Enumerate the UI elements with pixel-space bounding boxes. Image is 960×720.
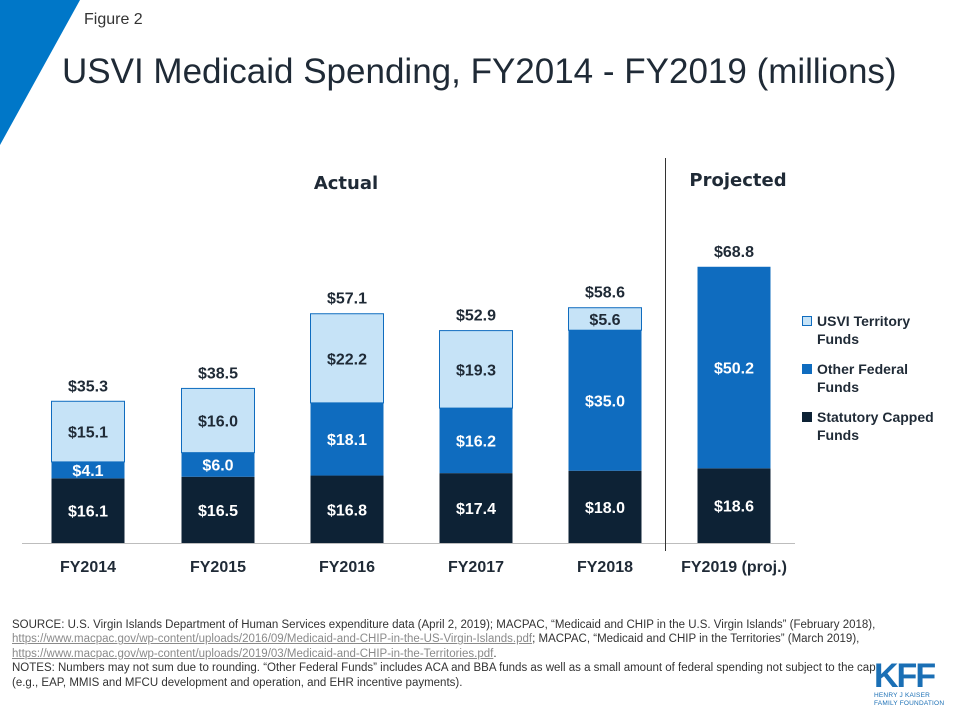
segment-label-0-3: $17.4 — [456, 501, 496, 518]
legend-swatch-other-federal — [802, 364, 812, 374]
legend-swatch-territory — [802, 316, 812, 326]
bar-segment-2-2 — [310, 313, 384, 404]
total-label-0: $35.3 — [68, 378, 108, 395]
segment-label-2-2: $22.2 — [327, 351, 367, 368]
legend-item-statutory: Statutory Capped Funds — [802, 408, 952, 444]
section-label-projected: Projected — [689, 170, 786, 191]
category-label-4: FY2018 — [577, 559, 633, 576]
segment-label-1-2: $18.1 — [327, 432, 367, 449]
segment-label-1-3: $16.2 — [456, 434, 496, 451]
source-notes: SOURCE: U.S. Virgin Islands Department o… — [12, 618, 882, 690]
corner-accent-triangle — [0, 0, 80, 145]
legend-label-statutory: Statutory Capped Funds — [817, 409, 934, 443]
legend-item-territory: USVI Territory Funds — [802, 312, 952, 348]
bar-segment-0-0 — [51, 478, 125, 543]
segment-label-0-4: $18.0 — [585, 500, 625, 517]
bar-segment-2-1 — [181, 387, 255, 454]
logo-subtitle: HENRY J KAISER FAMILY FOUNDATION — [874, 692, 954, 708]
category-label-2: FY2016 — [319, 559, 375, 576]
bar-segment-2-0 — [51, 400, 125, 463]
source-part-3: . — [493, 647, 497, 660]
source-part-1: SOURCE: U.S. Virgin Islands Department o… — [12, 619, 876, 631]
bar-segment-1-5 — [697, 266, 771, 469]
segment-label-1-4: $35.0 — [585, 393, 625, 410]
category-label-1: FY2015 — [190, 559, 246, 576]
logo-mark: KFF — [874, 657, 936, 695]
segment-label-1-0: $4.1 — [72, 463, 103, 480]
total-label-2: $57.1 — [327, 291, 367, 308]
segment-label-0-0: $16.1 — [68, 504, 108, 521]
bar-segment-1-0 — [51, 461, 125, 479]
bar-segment-1-2 — [310, 402, 384, 476]
source-part-2: ; MACPAC, “Medicaid and CHIP in the Terr… — [532, 633, 860, 646]
category-label-5: FY2019 (proj.) — [681, 559, 787, 576]
kff-logo: KFF HENRY J KAISER FAMILY FOUNDATION — [874, 657, 954, 708]
stacked-bar-chart: Actual Projected $16.1 $4.1 $15.1 $35.3 FY2014… — [22, 158, 795, 576]
figure-label: Figure 2 — [84, 11, 143, 28]
source-link-1[interactable]: https://www.macpac.gov/wp-content/upload… — [12, 633, 533, 646]
chart-legend: USVI Territory Funds Other Federal Funds… — [802, 312, 952, 456]
segment-label-0-2: $16.8 — [327, 502, 367, 519]
source-text: SOURCE: U.S. Virgin Islands Department o… — [12, 618, 882, 661]
bar-segment-2-4 — [568, 307, 642, 331]
total-label-3: $52.9 — [456, 308, 496, 325]
source-link-2[interactable]: https://www.macpac.gov/wp-content/upload… — [12, 647, 494, 660]
chart-title: USVI Medicaid Spending, FY2014 - FY2019 … — [62, 52, 897, 91]
bar-segment-1-3 — [439, 408, 513, 474]
logo-line-2: FAMILY FOUNDATION — [874, 700, 945, 707]
bar-segment-1-4 — [568, 330, 642, 471]
section-label-actual: Actual — [314, 173, 378, 194]
notes-text: NOTES: Numbers may not sum due to roundi… — [12, 662, 876, 689]
segment-label-1-5: $50.2 — [714, 361, 754, 378]
total-label-1: $38.5 — [198, 365, 238, 382]
segment-label-0-5: $18.6 — [714, 499, 754, 516]
legend-swatch-statutory — [802, 412, 812, 422]
bar-segment-2-3 — [439, 330, 513, 409]
logo-line-1: HENRY J KAISER — [874, 692, 931, 699]
category-label-0: FY2014 — [60, 559, 116, 576]
legend-label-territory: USVI Territory Funds — [817, 313, 911, 347]
bar-segment-0-1 — [181, 476, 255, 543]
bar-segment-0-5 — [697, 468, 771, 543]
segment-label-2-3: $19.3 — [456, 362, 496, 379]
segment-label-0-1: $16.5 — [198, 503, 238, 520]
total-label-4: $58.6 — [585, 285, 625, 302]
bar-segment-0-4 — [568, 470, 642, 543]
bar-segment-0-2 — [310, 475, 384, 543]
segment-label-2-4: $5.6 — [589, 312, 620, 329]
legend-label-other-federal: Other Federal Funds — [817, 361, 909, 395]
bar-segment-1-1 — [181, 452, 255, 477]
segment-label-2-0: $15.1 — [68, 425, 108, 442]
segment-label-2-1: $16.0 — [198, 414, 238, 431]
total-label-5: $68.8 — [714, 244, 754, 261]
segment-label-1-1: $6.0 — [202, 458, 233, 475]
legend-item-other-federal: Other Federal Funds — [802, 360, 952, 396]
bar-segment-0-3 — [439, 473, 513, 543]
category-label-3: FY2017 — [448, 559, 504, 576]
